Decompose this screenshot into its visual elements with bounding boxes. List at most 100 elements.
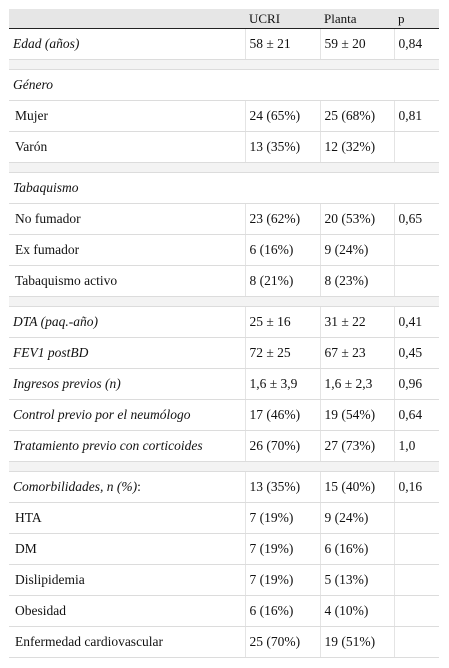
cell-planta: 8 (23%) xyxy=(319,265,394,297)
row-label: Obesidad xyxy=(9,595,245,627)
row-label: HTA xyxy=(9,502,245,534)
row-label: Enfermedad cardiovascular xyxy=(9,626,245,658)
row-label: Tratamiento previo con corticoides xyxy=(9,430,245,462)
table-row: Mujer 24 (65%) 25 (68%) 0,81 xyxy=(9,100,439,132)
cell-p: 0,65 xyxy=(393,203,439,235)
row-label: FEV1 postBD xyxy=(9,337,245,369)
row-label: Comorbilidades, n (%): xyxy=(9,471,245,503)
table-row: Obesidad 6 (16%) 4 (10%) xyxy=(9,595,439,627)
cell-p xyxy=(393,502,439,534)
cell-p xyxy=(393,265,439,297)
table-row: No fumador 23 (62%) 20 (53%) 0,65 xyxy=(9,203,439,235)
cell-p xyxy=(393,533,439,565)
row-label: Varón xyxy=(9,131,245,163)
cell-planta: 31 ± 22 xyxy=(319,306,394,338)
cell-p: 0,41 xyxy=(393,306,439,338)
cell-planta: 9 (24%) xyxy=(319,502,394,534)
row-label: Control previo por el neumólogo xyxy=(9,399,245,431)
cell-ucri: 23 (62%) xyxy=(244,203,320,235)
row-label: Dislipidemia xyxy=(9,564,245,596)
row-label: No fumador xyxy=(9,203,245,235)
cell-ucri: 6 (16%) xyxy=(244,234,320,266)
cell-p: 0,84 xyxy=(393,28,439,60)
section-header: Género xyxy=(9,69,439,101)
row-label: Mujer xyxy=(9,100,245,132)
row-label-suffix: : xyxy=(137,479,141,494)
cell-ucri: 6 (16%) xyxy=(244,595,320,627)
cell-planta: 59 ± 20 xyxy=(319,28,394,60)
cell-p: 1,0 xyxy=(393,430,439,462)
section-spacer xyxy=(9,296,439,307)
cell-planta: 27 (73%) xyxy=(319,430,394,462)
cell-ucri: 7 (19%) xyxy=(244,533,320,565)
cell-p xyxy=(393,131,439,163)
header-label-cell xyxy=(9,9,245,29)
cell-ucri: 8 (21%) xyxy=(244,265,320,297)
cell-ucri: 25 (70%) xyxy=(244,626,320,658)
cell-ucri: 24 (65%) xyxy=(244,100,320,132)
section-spacer xyxy=(9,461,439,472)
table-row: Comorbilidades, n (%): 13 (35%) 15 (40%)… xyxy=(9,471,439,503)
row-label: Edad (años) xyxy=(9,28,245,60)
cell-planta: 6 (16%) xyxy=(319,533,394,565)
row-label: DTA (paq.-año) xyxy=(9,306,245,338)
section-title: Género xyxy=(9,69,439,101)
row-label: DM xyxy=(9,533,245,565)
table-row: Ex fumador 6 (16%) 9 (24%) xyxy=(9,234,439,266)
cell-planta: 12 (32%) xyxy=(319,131,394,163)
cell-ucri: 26 (70%) xyxy=(244,430,320,462)
table-row: DTA (paq.-año) 25 ± 16 31 ± 22 0,41 xyxy=(9,306,439,338)
table-row: Varón 13 (35%) 12 (32%) xyxy=(9,131,439,163)
cell-ucri: 58 ± 21 xyxy=(244,28,320,60)
cell-planta: 15 (40%) xyxy=(319,471,394,503)
table-row: Dislipidemia 7 (19%) 5 (13%) xyxy=(9,564,439,596)
header-p-value: p xyxy=(394,9,439,29)
cell-planta: 9 (24%) xyxy=(319,234,394,266)
cell-ucri: 13 (35%) xyxy=(244,131,320,163)
section-spacer xyxy=(9,59,439,70)
cell-p: 0,64 xyxy=(393,399,439,431)
cell-planta: 19 (51%) xyxy=(319,626,394,658)
section-spacer xyxy=(9,162,439,173)
cell-planta: 20 (53%) xyxy=(319,203,394,235)
table-row: Ingresos previos (n) 1,6 ± 3,9 1,6 ± 2,3… xyxy=(9,368,439,400)
data-table: UCRI Planta p Edad (años) 58 ± 21 59 ± 2… xyxy=(9,9,439,658)
cell-p: 0,96 xyxy=(393,368,439,400)
table-row: Control previo por el neumólogo 17 (46%)… xyxy=(9,399,439,431)
cell-p: 0,81 xyxy=(393,100,439,132)
cell-p xyxy=(393,234,439,266)
cell-ucri: 17 (46%) xyxy=(244,399,320,431)
table-row: Edad (años) 58 ± 21 59 ± 20 0,84 xyxy=(9,28,439,60)
cell-planta: 4 (10%) xyxy=(319,595,394,627)
header-planta: Planta xyxy=(320,9,394,29)
cell-planta: 67 ± 23 xyxy=(319,337,394,369)
section-header: Tabaquismo xyxy=(9,172,439,204)
cell-planta: 19 (54%) xyxy=(319,399,394,431)
table-row: Tratamiento previo con corticoides 26 (7… xyxy=(9,430,439,462)
table-row: Enfermedad cardiovascular 25 (70%) 19 (5… xyxy=(9,626,439,658)
cell-ucri: 13 (35%) xyxy=(244,471,320,503)
header-ucri: UCRI xyxy=(245,9,320,29)
cell-p: 0,16 xyxy=(393,471,439,503)
table-row: HTA 7 (19%) 9 (24%) xyxy=(9,502,439,534)
row-label-text: Comorbilidades, n (%) xyxy=(13,479,138,494)
cell-planta: 5 (13%) xyxy=(319,564,394,596)
row-label: Ex fumador xyxy=(9,234,245,266)
table-header-row: UCRI Planta p xyxy=(9,9,439,29)
cell-ucri: 25 ± 16 xyxy=(244,306,320,338)
cell-p xyxy=(393,595,439,627)
table-row: FEV1 postBD 72 ± 25 67 ± 23 0,45 xyxy=(9,337,439,369)
row-label: Tabaquismo activo xyxy=(9,265,245,297)
cell-ucri: 1,6 ± 3,9 xyxy=(244,368,320,400)
cell-ucri: 7 (19%) xyxy=(244,564,320,596)
cell-planta: 25 (68%) xyxy=(319,100,394,132)
section-title: Tabaquismo xyxy=(9,172,439,204)
table-row: DM 7 (19%) 6 (16%) xyxy=(9,533,439,565)
table-row: Tabaquismo activo 8 (21%) 8 (23%) xyxy=(9,265,439,297)
cell-ucri: 7 (19%) xyxy=(244,502,320,534)
cell-p: 0,45 xyxy=(393,337,439,369)
cell-p xyxy=(393,564,439,596)
cell-p xyxy=(393,626,439,658)
cell-planta: 1,6 ± 2,3 xyxy=(319,368,394,400)
cell-ucri: 72 ± 25 xyxy=(244,337,320,369)
